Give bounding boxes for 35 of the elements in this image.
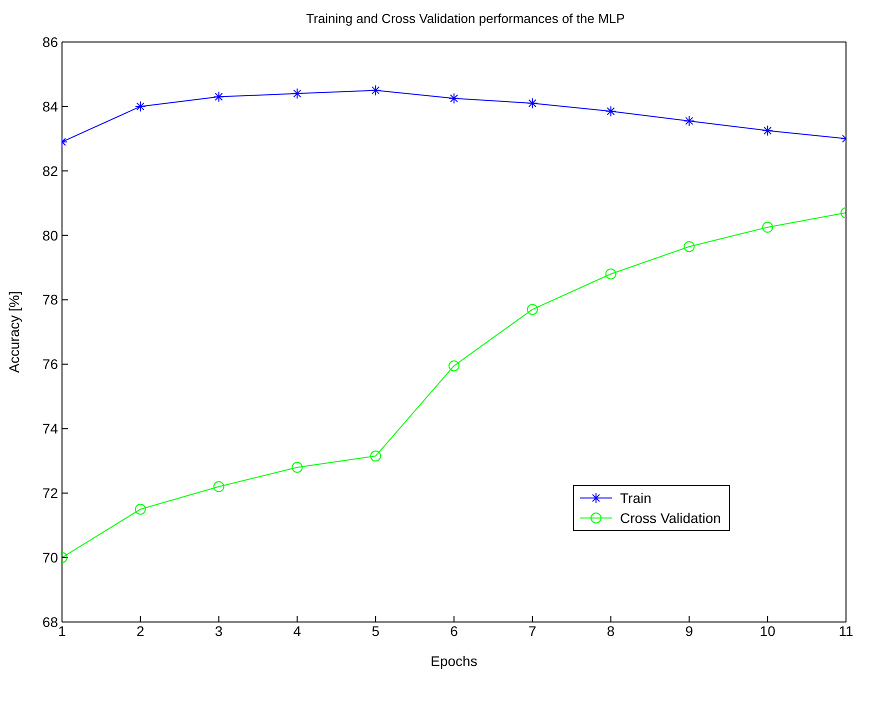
x-tick-label: 9	[685, 622, 694, 639]
y-tick-label: 80	[42, 227, 58, 244]
y-tick-label: 78	[42, 292, 58, 308]
point	[292, 462, 303, 473]
point	[134, 504, 146, 515]
point	[762, 222, 774, 233]
point	[684, 241, 695, 252]
y-tick-label: 84	[42, 98, 58, 114]
y-tick-label: 70	[42, 550, 58, 566]
y-tick-label: 76	[42, 356, 58, 372]
x-tick-label: 2	[136, 622, 144, 639]
x-tick-label: 7	[528, 622, 536, 639]
x-tick-label: 10	[760, 622, 776, 639]
point	[213, 481, 224, 492]
point	[448, 360, 460, 372]
y-tick-label: 82	[42, 162, 58, 179]
y-axis-title: Accuracy [%]	[6, 291, 22, 373]
x-tick-label: 4	[293, 622, 302, 639]
point	[605, 268, 616, 280]
x-tick-label: 8	[606, 622, 615, 639]
point	[370, 450, 382, 462]
x-tick-label: 5	[372, 622, 380, 639]
x-tick-label: 6	[450, 622, 458, 639]
y-tick-label: 74	[42, 420, 58, 437]
x-tick-label: 3	[214, 622, 223, 639]
legend-label: Train	[620, 490, 652, 506]
x-tick-label: 11	[838, 622, 854, 639]
y-tick-label: 68	[42, 614, 58, 630]
y-tick-label: 86	[42, 34, 58, 50]
chart-title: Training and Cross Validation performances of the MLP	[305, 10, 626, 28]
x-axis-title: Epochs	[430, 653, 478, 669]
x-tick-label: 1	[58, 622, 66, 639]
legend-label: Cross Validation	[620, 510, 721, 526]
y-tick-label: 72	[42, 485, 58, 502]
point	[526, 304, 538, 315]
